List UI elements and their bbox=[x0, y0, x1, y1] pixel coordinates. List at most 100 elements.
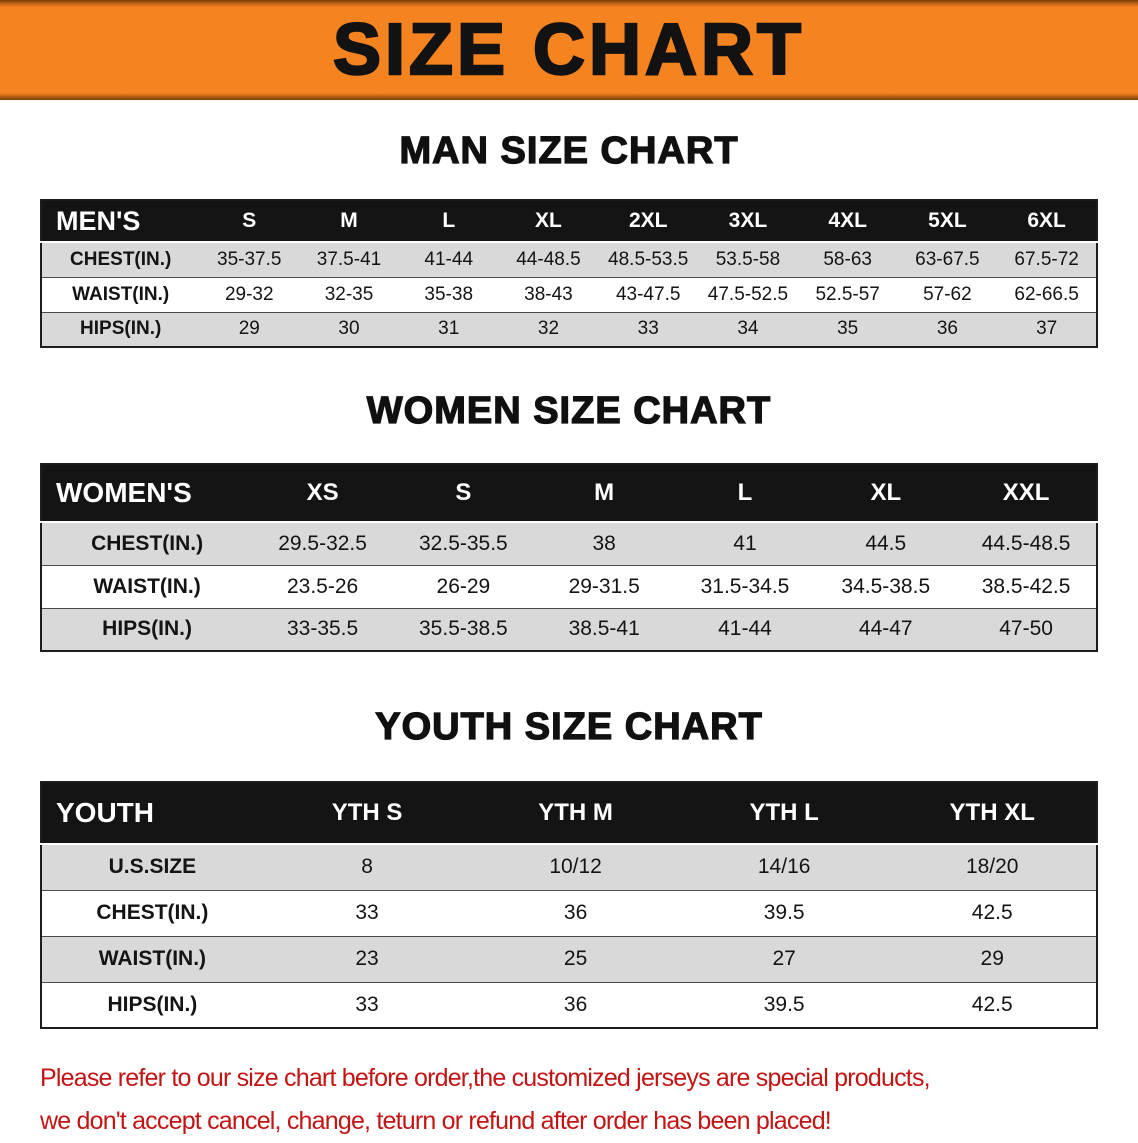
table-row: WAIST(IN.) 23 25 27 29 bbox=[41, 935, 1097, 982]
size-value: 53.5-58 bbox=[698, 241, 798, 277]
table-row: CHEST(IN.) 33 36 39.5 42.5 bbox=[41, 889, 1097, 936]
table-row: WAIST(IN.) 23.5-26 26-29 29-31.5 31.5-34.5 34… bbox=[41, 564, 1097, 608]
size-column-header: 2XL bbox=[598, 200, 699, 243]
size-value: 8 bbox=[262, 843, 472, 890]
size-chart-title: SIZE CHART bbox=[332, 10, 805, 90]
table-corner-label: MEN'S bbox=[41, 200, 200, 243]
size-column-header: 6XL bbox=[997, 200, 1097, 243]
size-value: 63-67.5 bbox=[897, 241, 998, 277]
size-value: 67.5-72 bbox=[997, 241, 1097, 277]
table-row: HIPS(IN.) 33-35.5 35.5-38.5 38.5-41 41-44 44-… bbox=[41, 607, 1097, 651]
size-column-header: S bbox=[199, 200, 300, 243]
size-column-header: 4XL bbox=[797, 200, 898, 243]
size-column-header: YTH XL bbox=[888, 782, 1097, 845]
size-value: 41-44 bbox=[674, 607, 816, 651]
size-value: 52.5-57 bbox=[797, 276, 898, 312]
size-value: 36 bbox=[471, 981, 680, 1028]
size-value: 44-47 bbox=[815, 607, 957, 651]
size-value: 36 bbox=[471, 889, 680, 936]
size-column-header: YTH L bbox=[679, 782, 889, 845]
men-size-table: MEN'S S M L XL 2XL 3XL 4XL 5XL 6XL CHEST(IN.) 35-37… bbox=[40, 199, 1098, 348]
size-value: 34 bbox=[698, 311, 798, 347]
size-value: 47-50 bbox=[956, 607, 1097, 651]
size-value: 32-35 bbox=[299, 276, 399, 312]
size-value: 18/20 bbox=[888, 843, 1097, 890]
size-value: 39.5 bbox=[679, 981, 889, 1028]
table-header-row: WOMEN'S XS S M L XL XXL bbox=[41, 464, 1097, 523]
size-value: 10/12 bbox=[471, 843, 680, 890]
size-value: 32 bbox=[498, 311, 599, 347]
size-column-header: L bbox=[398, 200, 499, 243]
youth-size-table: YOUTH YTH S YTH M YTH L YTH XL U.S.SIZE 8 10/12… bbox=[40, 781, 1098, 1029]
women-size-chart-heading: WOMEN SIZE CHART bbox=[366, 389, 772, 432]
women-size-table: WOMEN'S XS S M L XL XXL CHEST(IN.) 29.5-32.5 32.5… bbox=[40, 463, 1098, 652]
row-label: WAIST(IN.) bbox=[41, 935, 263, 982]
size-value: 42.5 bbox=[888, 889, 1097, 936]
size-column-header: L bbox=[674, 464, 816, 523]
row-label: HIPS(IN.) bbox=[41, 311, 200, 347]
row-label: WAIST(IN.) bbox=[41, 564, 253, 608]
size-value: 38 bbox=[533, 521, 675, 565]
size-value: 37.5-41 bbox=[299, 241, 399, 277]
size-value: 35-38 bbox=[398, 276, 499, 312]
size-column-header: S bbox=[392, 464, 534, 523]
size-value: 33-35.5 bbox=[252, 607, 393, 651]
size-value: 57-62 bbox=[897, 276, 998, 312]
size-value: 35-37.5 bbox=[199, 241, 300, 277]
row-label: HIPS(IN.) bbox=[41, 607, 253, 651]
disclaimer-line-1: Please refer to our size chart before or… bbox=[40, 1064, 931, 1092]
size-value: 38.5-42.5 bbox=[956, 564, 1097, 608]
size-chart-banner: SIZE CHART bbox=[0, 0, 1138, 100]
size-column-header: YTH M bbox=[471, 782, 680, 845]
size-value: 38.5-41 bbox=[533, 607, 675, 651]
size-column-header: 5XL bbox=[897, 200, 998, 243]
size-value: 34.5-38.5 bbox=[815, 564, 957, 608]
row-label: HIPS(IN.) bbox=[41, 981, 263, 1028]
size-value: 38-43 bbox=[498, 276, 599, 312]
table-header-row: MEN'S S M L XL 2XL 3XL 4XL 5XL 6XL bbox=[41, 200, 1097, 243]
size-value: 44-48.5 bbox=[498, 241, 599, 277]
disclaimer-line-2: we don't accept cancel, change, teturn o… bbox=[40, 1107, 832, 1135]
size-column-header: YTH S bbox=[262, 782, 472, 845]
size-value: 44.5 bbox=[815, 521, 957, 565]
size-column-header: M bbox=[533, 464, 675, 523]
table-row: HIPS(IN.) 33 36 39.5 42.5 bbox=[41, 981, 1097, 1028]
size-value: 31.5-34.5 bbox=[674, 564, 816, 608]
row-label: WAIST(IN.) bbox=[41, 276, 200, 312]
size-value: 36 bbox=[897, 311, 998, 347]
disclaimer: Please refer to our size chart before or… bbox=[40, 1057, 1098, 1143]
size-value: 29-32 bbox=[199, 276, 300, 312]
row-label: CHEST(IN.) bbox=[41, 521, 253, 565]
table-row: WAIST(IN.) 29-32 32-35 35-38 38-43 43-47.5 47.… bbox=[41, 276, 1097, 312]
row-label: U.S.SIZE bbox=[41, 843, 263, 890]
size-value: 33 bbox=[262, 889, 472, 936]
row-label: CHEST(IN.) bbox=[41, 889, 263, 936]
size-value: 23 bbox=[262, 935, 472, 982]
size-value: 47.5-52.5 bbox=[698, 276, 798, 312]
size-value: 43-47.5 bbox=[598, 276, 699, 312]
size-value: 29.5-32.5 bbox=[252, 521, 393, 565]
table-header-row: YOUTH YTH S YTH M YTH L YTH XL bbox=[41, 782, 1097, 845]
size-value: 33 bbox=[598, 311, 699, 347]
size-value: 62-66.5 bbox=[997, 276, 1097, 312]
size-value: 48.5-53.5 bbox=[598, 241, 699, 277]
table-row: CHEST(IN.) 29.5-32.5 32.5-35.5 38 41 44.5 44.5… bbox=[41, 521, 1097, 565]
table-row: HIPS(IN.) 29 30 31 32 33 34 35 36 37 bbox=[41, 311, 1097, 347]
size-value: 37 bbox=[997, 311, 1097, 347]
man-size-chart-heading: MAN SIZE CHART bbox=[399, 129, 739, 172]
size-value: 29 bbox=[199, 311, 300, 347]
size-value: 23.5-26 bbox=[252, 564, 393, 608]
table-corner-label: WOMEN'S bbox=[41, 464, 253, 523]
size-value: 29 bbox=[888, 935, 1097, 982]
size-column-header: 3XL bbox=[698, 200, 798, 243]
size-column-header: XS bbox=[252, 464, 393, 523]
size-column-header: M bbox=[299, 200, 399, 243]
table-row: U.S.SIZE 8 10/12 14/16 18/20 bbox=[41, 843, 1097, 890]
size-value: 58-63 bbox=[797, 241, 898, 277]
size-column-header: XXL bbox=[956, 464, 1097, 523]
size-value: 29-31.5 bbox=[533, 564, 675, 608]
size-value: 31 bbox=[398, 311, 499, 347]
size-value: 35.5-38.5 bbox=[392, 607, 534, 651]
table-row: CHEST(IN.) 35-37.5 37.5-41 41-44 44-48.5 48.5… bbox=[41, 241, 1097, 277]
size-value: 35 bbox=[797, 311, 898, 347]
